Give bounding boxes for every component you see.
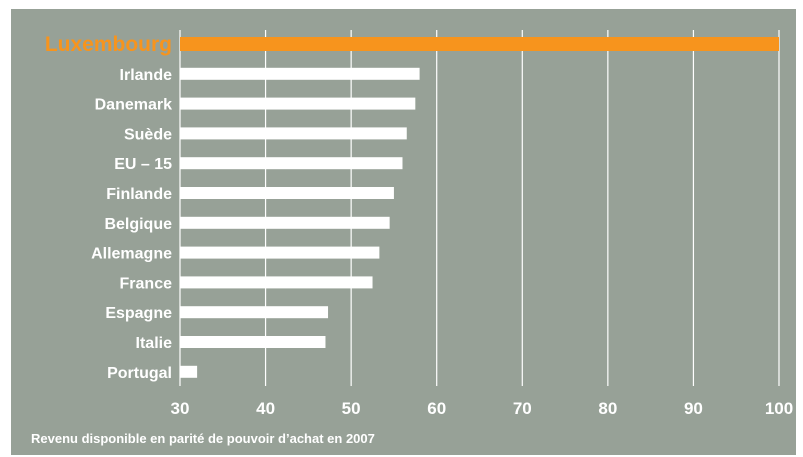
bar-espagne	[180, 306, 329, 319]
bar-allemagne	[180, 246, 380, 259]
bar-irlande	[180, 67, 420, 80]
bar-italie	[180, 336, 326, 348]
category-label: Danemark	[95, 97, 172, 114]
category-label: Portugal	[107, 365, 172, 382]
bar-luxembourg	[180, 37, 779, 51]
x-tick-label: 40	[256, 399, 275, 418]
x-tick-label: 100	[765, 399, 793, 418]
category-label: France	[120, 275, 173, 292]
category-label: Finlande	[106, 186, 172, 203]
x-tick-label: 50	[342, 399, 361, 418]
bar-finlande	[180, 187, 394, 199]
x-tick-label: 90	[684, 399, 703, 418]
x-tick-label: 70	[513, 399, 532, 418]
category-label: Luxembourg	[45, 33, 172, 56]
category-label: Suède	[124, 126, 172, 143]
category-label: Espagne	[105, 305, 172, 322]
bar-portugal	[180, 365, 198, 378]
category-label: Irlande	[120, 67, 173, 84]
bar-danemark	[180, 97, 416, 110]
category-label: EU – 15	[114, 156, 172, 173]
category-label: Allemagne	[91, 246, 172, 263]
chart-panel	[11, 9, 796, 455]
x-tick-label: 80	[598, 399, 617, 418]
bar-su-de	[180, 127, 407, 140]
x-tick-label: 30	[171, 399, 190, 418]
bar-belgique	[180, 216, 390, 229]
bar-eu-15	[180, 157, 403, 170]
category-label: Belgique	[104, 216, 172, 233]
bar-france	[180, 276, 373, 289]
chart-caption: Revenu disponible en parité de pouvoir d…	[31, 431, 375, 446]
category-label: Italie	[136, 335, 173, 352]
x-tick-label: 60	[427, 399, 446, 418]
